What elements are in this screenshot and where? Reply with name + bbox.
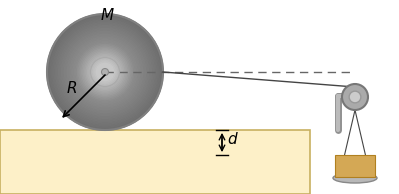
Text: d: d [227,133,237,147]
Ellipse shape [101,68,109,76]
Ellipse shape [104,71,107,74]
Ellipse shape [56,23,154,121]
Ellipse shape [95,62,115,82]
Ellipse shape [66,33,144,111]
Ellipse shape [82,49,128,95]
Ellipse shape [73,40,137,104]
Ellipse shape [92,59,118,85]
Ellipse shape [54,21,156,123]
Ellipse shape [91,57,119,87]
Ellipse shape [59,26,151,118]
Ellipse shape [70,37,140,107]
Ellipse shape [77,44,132,100]
Text: R: R [67,81,77,95]
Ellipse shape [76,43,134,101]
Ellipse shape [98,65,112,79]
Ellipse shape [83,50,127,94]
Bar [0,130,310,194]
Ellipse shape [93,60,117,84]
Ellipse shape [99,66,111,78]
Ellipse shape [75,42,135,102]
Ellipse shape [63,30,147,114]
Ellipse shape [349,91,361,103]
Ellipse shape [72,39,138,105]
Ellipse shape [342,84,368,110]
Bar [335,155,375,177]
Ellipse shape [101,68,109,75]
Ellipse shape [86,53,124,91]
Ellipse shape [48,16,162,129]
Ellipse shape [96,63,114,81]
Ellipse shape [64,31,146,113]
Ellipse shape [53,20,157,124]
Ellipse shape [80,47,130,97]
Ellipse shape [88,55,122,89]
Ellipse shape [57,24,153,120]
Ellipse shape [60,27,150,117]
Ellipse shape [79,46,131,98]
Ellipse shape [51,18,159,126]
Ellipse shape [89,56,121,88]
Text: M: M [101,8,114,23]
Ellipse shape [61,29,148,115]
Ellipse shape [69,36,141,108]
Ellipse shape [85,52,125,92]
Ellipse shape [333,173,377,183]
Ellipse shape [47,14,163,130]
Ellipse shape [50,17,160,127]
Ellipse shape [67,34,143,110]
Ellipse shape [102,69,108,75]
